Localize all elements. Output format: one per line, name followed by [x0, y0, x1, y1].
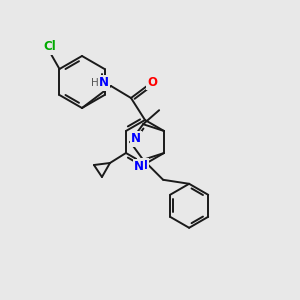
Text: Cl: Cl: [43, 40, 56, 53]
Text: N: N: [99, 76, 109, 89]
Text: N: N: [134, 160, 144, 173]
Text: H: H: [91, 78, 99, 88]
Text: N: N: [138, 159, 148, 172]
Text: O: O: [147, 76, 157, 88]
Text: N: N: [131, 133, 141, 146]
